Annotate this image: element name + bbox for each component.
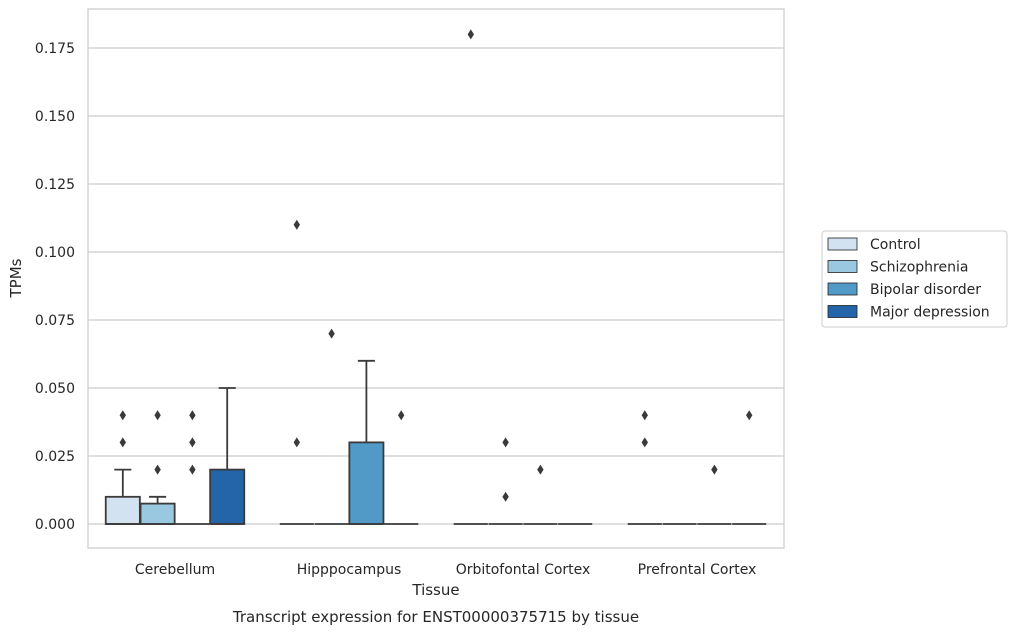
outlier-point <box>189 410 196 421</box>
box-1-1 <box>314 328 349 525</box>
box-2-1 <box>488 437 523 525</box>
x-tick-label: Orbitofontal Cortex <box>456 562 591 578</box>
x-axis-title: Tissue <box>411 581 459 599</box>
y-tick-labels: 0.000 0.025 0.050 0.075 0.100 0.125 0.150 0.175 <box>35 41 75 533</box>
box-1-3 <box>384 410 419 525</box>
y-tick-label: 0.025 <box>35 449 75 465</box>
x-tick-label: Hipppocampus <box>297 562 402 578</box>
outlier-point <box>154 464 161 475</box>
legend-label: Control <box>870 237 921 253</box>
box-3-0 <box>627 410 662 525</box>
legend-label: Major depression <box>870 305 990 321</box>
box-0-1 <box>139 410 176 525</box>
box-3-2 <box>697 464 732 525</box>
y-tick-label: 0.000 <box>35 517 75 533</box>
outlier-point <box>154 410 161 421</box>
outlier-point <box>293 219 300 230</box>
x-tick-label: Cerebellum <box>135 562 215 578</box>
outlier-point <box>293 437 300 448</box>
box-2-2 <box>523 464 558 525</box>
y-tick-label: 0.075 <box>35 313 75 329</box>
legend-swatch <box>827 305 858 318</box>
outlier-point <box>189 464 196 475</box>
x-tick-label: Prefrontal Cortex <box>638 562 757 578</box>
chart-title: Transcript expression for ENST0000037571… <box>232 608 639 626</box>
outlier-point <box>189 437 196 448</box>
box-0-2 <box>175 410 210 525</box>
legend-swatch <box>827 282 858 296</box>
outlier-point <box>398 410 405 421</box>
outlier-point <box>119 437 126 448</box>
legend-swatch <box>827 260 858 273</box>
y-axis-title: TPMs <box>7 258 25 298</box>
outlier-point <box>746 410 753 421</box>
outlier-point <box>467 29 474 40</box>
outlier-point <box>537 464 544 475</box>
box-series <box>104 29 767 525</box>
box-body <box>104 495 141 525</box>
legend-label: Schizophrenia <box>870 260 968 276</box>
y-tick-label: 0.050 <box>35 381 75 397</box>
box-1-0 <box>279 219 314 525</box>
y-tick-label: 0.150 <box>35 109 75 125</box>
box-2-0 <box>453 29 488 525</box>
y-tick-label: 0.100 <box>35 245 75 261</box>
outlier-point <box>328 328 335 339</box>
outlier-point <box>502 437 509 448</box>
outlier-point <box>119 410 126 421</box>
legend-label: Bipolar disorder <box>870 282 981 298</box>
box-0-3 <box>209 387 246 525</box>
box-body <box>209 468 246 525</box>
outlier-point <box>641 437 648 448</box>
outlier-point <box>711 464 718 475</box>
x-tick-labels: Cerebellum Hipppocampus Orbitofontal Corte… <box>135 562 756 578</box>
legend: Control Schizophrenia Bipolar disorder Majo… <box>821 230 1008 328</box>
outlier-point <box>502 491 509 502</box>
box-body <box>139 502 176 525</box>
box-1-2 <box>348 359 385 525</box>
legend-frame <box>821 230 1008 328</box>
y-tick-label: 0.125 <box>35 177 75 193</box>
legend-swatch <box>827 237 858 251</box>
outlier-point <box>641 410 648 421</box>
y-tick-label: 0.175 <box>35 41 75 57</box>
plot-background <box>88 9 784 548</box>
plot-frame <box>87 8 785 549</box>
box-body <box>348 441 385 525</box>
box-3-3 <box>732 410 767 525</box>
